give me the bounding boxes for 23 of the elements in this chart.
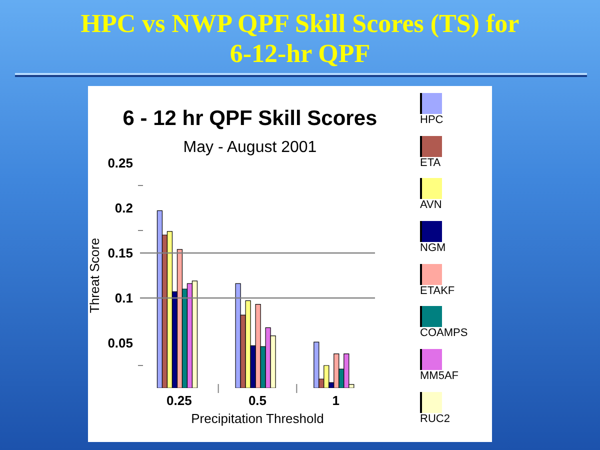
legend-label: NGM	[420, 242, 447, 256]
legend-label: AVN	[420, 199, 443, 212]
x-axis-title: Precipitation Threshold	[191, 411, 324, 426]
chart-title: 6 - 12 hr QPF Skill Scores	[122, 106, 378, 132]
text: HPC vs NWP QPF Skill Scores (TS) for 6-12-hr QPF	[80, 9, 520, 69]
y-axis-title: Threat Score	[87, 238, 102, 314]
x-tick-label: 0.5	[248, 393, 267, 408]
y-tick-label: 0.1	[114, 290, 133, 306]
legend-label: ETAKF	[420, 284, 456, 298]
legend-label: HPC	[420, 114, 444, 127]
x-tick-label: 1	[332, 393, 340, 408]
y-tick-label: 0.15	[108, 246, 133, 261]
y-tick-label: 0.25	[108, 156, 133, 171]
y-tick-label: 0.05	[108, 336, 133, 351]
y-tick-label: 0.2	[114, 200, 133, 216]
legend-label: COAMPS	[420, 327, 469, 340]
chart-subtitle: May - August 2001	[183, 139, 317, 156]
bar	[235, 283, 241, 388]
x-tick-label: 0.25	[166, 393, 192, 408]
legend-label: ETA	[420, 156, 442, 170]
legend-label: RUC2	[420, 412, 451, 426]
legend-label: MM5AF	[420, 370, 460, 384]
bar	[314, 342, 320, 388]
